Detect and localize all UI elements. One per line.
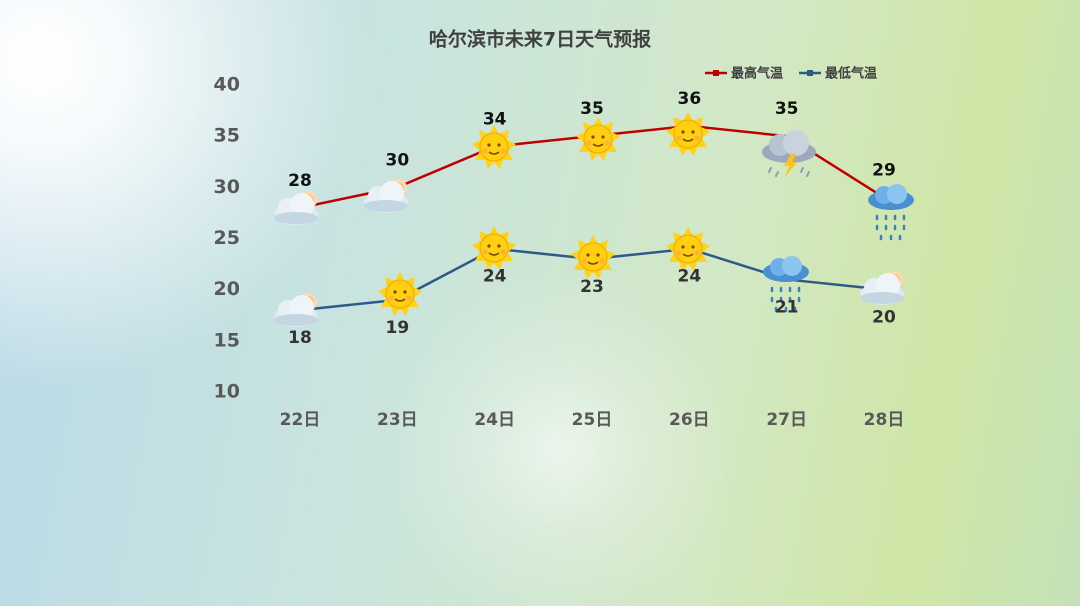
x-tick-label: 28日: [864, 410, 905, 430]
chart-title: 哈尔滨市未来7日天气预报: [429, 28, 651, 51]
y-tick-label: 20: [214, 278, 240, 300]
data-label: 19: [385, 318, 409, 338]
y-tick-label: 35: [214, 125, 240, 147]
y-tick-label: 30: [214, 176, 240, 198]
icon-cloudy: [274, 293, 318, 327]
x-tick-label: 27日: [766, 410, 807, 430]
icon-sunny: [665, 111, 711, 157]
icon-sunny: [377, 271, 423, 317]
data-label: 29: [872, 161, 896, 181]
data-label: 34: [483, 109, 507, 129]
plot-area: 10 15 20 25 30 35 40 22日 23日 24日 25日 26日 27日 28日 最高气温 最…: [214, 66, 905, 431]
icon-cloudy: [860, 271, 904, 305]
data-label: 20: [872, 308, 896, 328]
data-label: 18: [288, 328, 312, 348]
legend-marker: [713, 70, 719, 76]
icon-sunny: [471, 124, 517, 170]
legend-label: 最低气温: [825, 66, 877, 82]
data-label: 21: [775, 297, 799, 317]
icon-sunny: [665, 226, 711, 272]
x-tick-label: 24日: [474, 410, 515, 430]
x-tick-label: 23日: [377, 410, 418, 430]
data-labels: 28 30 34 35 36 35 29 18 19 24 23 24 21 20: [288, 89, 896, 348]
data-label: 30: [385, 150, 409, 170]
data-label: 24: [483, 267, 507, 287]
icon-sunny: [471, 225, 517, 271]
icon-cloudy: [364, 179, 408, 213]
icon-sunny: [575, 116, 621, 162]
x-tick-label: 25日: [572, 410, 613, 430]
y-tick-label: 15: [214, 329, 240, 351]
x-tick-label: 22日: [280, 410, 321, 430]
icon-thunder: [761, 129, 817, 178]
icon-cloudy: [274, 191, 318, 225]
data-label: 28: [288, 171, 312, 191]
data-label: 36: [677, 89, 701, 109]
legend-label: 最高气温: [731, 66, 783, 82]
x-tick-label: 26日: [669, 410, 710, 430]
icon-sunny: [570, 234, 616, 280]
data-label: 24: [677, 267, 701, 287]
legend-marker: [807, 70, 814, 76]
data-label: 35: [580, 99, 604, 119]
y-tick-label: 40: [214, 74, 240, 96]
data-label: 35: [775, 99, 799, 119]
data-label: 23: [580, 277, 604, 297]
y-tick-label: 10: [214, 381, 240, 403]
y-tick-label: 25: [214, 227, 240, 249]
